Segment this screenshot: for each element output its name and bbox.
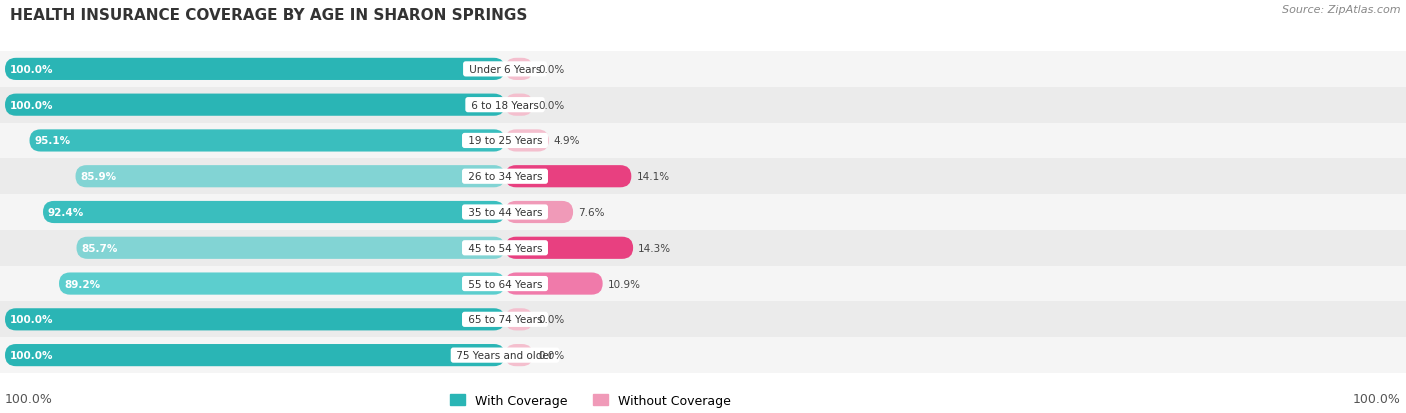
FancyBboxPatch shape bbox=[505, 237, 633, 259]
Text: 100.0%: 100.0% bbox=[10, 350, 53, 360]
Text: 45 to 54 Years: 45 to 54 Years bbox=[464, 243, 546, 253]
Bar bbox=[0, 195, 1406, 230]
Legend: With Coverage, Without Coverage: With Coverage, Without Coverage bbox=[450, 394, 731, 407]
Text: 100.0%: 100.0% bbox=[1353, 392, 1400, 405]
FancyBboxPatch shape bbox=[505, 273, 603, 295]
FancyBboxPatch shape bbox=[6, 309, 505, 331]
Text: 0.0%: 0.0% bbox=[538, 315, 564, 325]
Bar bbox=[0, 230, 1406, 266]
Text: 0.0%: 0.0% bbox=[538, 100, 564, 110]
Text: 55 to 64 Years: 55 to 64 Years bbox=[464, 279, 546, 289]
Bar bbox=[0, 123, 1406, 159]
FancyBboxPatch shape bbox=[505, 94, 533, 116]
Bar bbox=[0, 266, 1406, 302]
FancyBboxPatch shape bbox=[76, 237, 505, 259]
Text: 0.0%: 0.0% bbox=[538, 65, 564, 75]
FancyBboxPatch shape bbox=[505, 130, 548, 152]
Text: 100.0%: 100.0% bbox=[10, 100, 53, 110]
FancyBboxPatch shape bbox=[44, 202, 505, 223]
FancyBboxPatch shape bbox=[505, 309, 533, 331]
Text: 89.2%: 89.2% bbox=[65, 279, 100, 289]
FancyBboxPatch shape bbox=[505, 59, 533, 81]
Text: 100.0%: 100.0% bbox=[10, 65, 53, 75]
Text: 0.0%: 0.0% bbox=[538, 350, 564, 360]
FancyBboxPatch shape bbox=[505, 202, 574, 223]
Text: 85.7%: 85.7% bbox=[82, 243, 118, 253]
Bar bbox=[0, 88, 1406, 123]
FancyBboxPatch shape bbox=[6, 94, 505, 116]
FancyBboxPatch shape bbox=[505, 166, 631, 188]
Text: Source: ZipAtlas.com: Source: ZipAtlas.com bbox=[1282, 5, 1400, 15]
Text: 14.3%: 14.3% bbox=[638, 243, 671, 253]
Bar bbox=[0, 302, 1406, 337]
Text: 75 Years and older: 75 Years and older bbox=[453, 350, 557, 360]
Text: 4.9%: 4.9% bbox=[554, 136, 581, 146]
FancyBboxPatch shape bbox=[6, 344, 505, 366]
Text: 100.0%: 100.0% bbox=[6, 392, 53, 405]
FancyBboxPatch shape bbox=[6, 59, 505, 81]
Bar bbox=[0, 337, 1406, 373]
Bar bbox=[0, 52, 1406, 88]
FancyBboxPatch shape bbox=[505, 344, 533, 366]
Text: 7.6%: 7.6% bbox=[578, 207, 605, 218]
Text: 19 to 25 Years: 19 to 25 Years bbox=[464, 136, 546, 146]
Text: 65 to 74 Years: 65 to 74 Years bbox=[464, 315, 546, 325]
FancyBboxPatch shape bbox=[30, 130, 505, 152]
Text: 100.0%: 100.0% bbox=[10, 315, 53, 325]
Text: 85.9%: 85.9% bbox=[80, 172, 117, 182]
Text: Under 6 Years: Under 6 Years bbox=[465, 65, 544, 75]
Text: 92.4%: 92.4% bbox=[48, 207, 84, 218]
FancyBboxPatch shape bbox=[76, 166, 505, 188]
Text: 10.9%: 10.9% bbox=[607, 279, 641, 289]
Text: 35 to 44 Years: 35 to 44 Years bbox=[464, 207, 546, 218]
Text: 95.1%: 95.1% bbox=[35, 136, 70, 146]
Text: 26 to 34 Years: 26 to 34 Years bbox=[464, 172, 546, 182]
Text: 14.1%: 14.1% bbox=[637, 172, 669, 182]
Text: 6 to 18 Years: 6 to 18 Years bbox=[468, 100, 543, 110]
Text: HEALTH INSURANCE COVERAGE BY AGE IN SHARON SPRINGS: HEALTH INSURANCE COVERAGE BY AGE IN SHAR… bbox=[10, 8, 527, 23]
FancyBboxPatch shape bbox=[59, 273, 505, 295]
Bar bbox=[0, 159, 1406, 195]
